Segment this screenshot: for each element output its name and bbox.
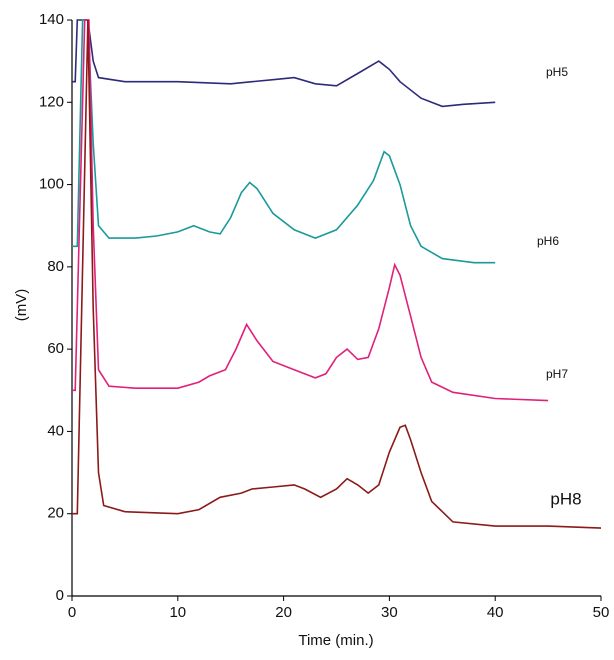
x-tick-label: 0: [68, 604, 76, 621]
series-label: pH7: [546, 367, 568, 381]
series-line: [72, 19, 549, 402]
x-tick-label: 40: [487, 604, 504, 621]
series-line: [72, 19, 496, 108]
x-tick-label: 50: [593, 604, 610, 621]
series-label: pH5: [546, 65, 568, 79]
y-tick-label: 0: [56, 587, 64, 604]
y-tick-label: 100: [39, 176, 64, 193]
y-tick-label: 80: [47, 258, 64, 275]
y-tick-label: 60: [47, 340, 64, 357]
series-label: pH6: [537, 234, 559, 248]
x-tick-label: 10: [169, 604, 186, 621]
series-line: [72, 19, 496, 264]
x-tick-label: 20: [275, 604, 292, 621]
y-axis-label: (mV): [13, 289, 30, 322]
x-axis-label: Time (min.): [298, 632, 373, 649]
y-tick-label: 140: [39, 11, 64, 28]
y-tick-label: 120: [39, 93, 64, 110]
y-tick-label: 40: [47, 422, 64, 439]
x-tick-label: 30: [381, 604, 398, 621]
series-line: [72, 19, 602, 529]
y-tick-label: 20: [47, 505, 64, 522]
series-label: pH8: [550, 489, 581, 508]
